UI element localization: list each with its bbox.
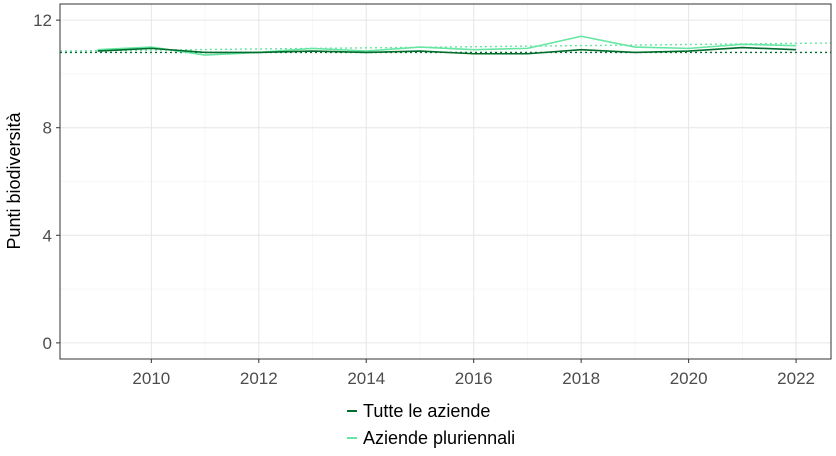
plot-border <box>59 3 832 360</box>
y-tick-label: 4 <box>43 226 52 245</box>
y-axis-title: Punti biodiversità <box>4 111 24 249</box>
x-tick-label: 2016 <box>455 369 493 388</box>
x-tick-label: 2018 <box>562 369 600 388</box>
grid-lines <box>60 4 831 359</box>
series-line-2 <box>97 35 797 56</box>
x-tick-label: 2022 <box>777 369 815 388</box>
legend-label-1: Tutte le aziende <box>363 401 490 421</box>
x-tick-label: 2020 <box>670 369 708 388</box>
y-tick-label: 8 <box>43 119 52 138</box>
y-tick-label: 12 <box>33 11 52 30</box>
series-line-1 <box>97 46 797 55</box>
legend-label-2: Aziende pluriennali <box>363 428 515 448</box>
y-tick-label: 0 <box>43 334 52 353</box>
trend-line-2 <box>59 42 832 52</box>
x-tick-label: 2010 <box>132 369 170 388</box>
legend: Tutte le aziende Aziende pluriennali <box>347 401 515 448</box>
x-tick-label: 2012 <box>240 369 278 388</box>
x-axis: 2010 2012 2014 2016 2018 2020 2022 <box>132 359 815 388</box>
x-tick-label: 2014 <box>347 369 385 388</box>
series-lines <box>97 35 797 56</box>
y-axis: 0 4 8 12 <box>33 11 60 353</box>
